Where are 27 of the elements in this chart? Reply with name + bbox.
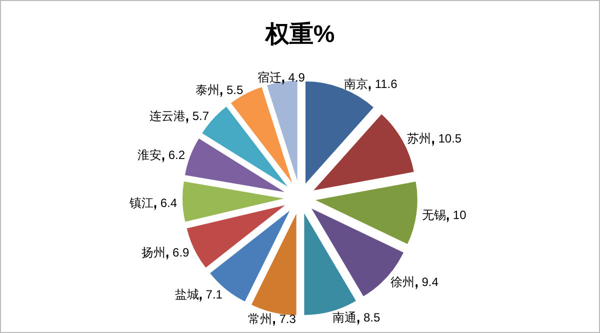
slice-label: 南通	[332, 310, 356, 325]
data-label: 8.5	[363, 310, 380, 325]
slice-label: 连云港	[149, 109, 186, 124]
slice-label: 扬州	[142, 245, 166, 260]
slice-label: 无锡	[422, 208, 446, 222]
data-label: 10	[452, 208, 467, 222]
slice-label: 淮安	[137, 148, 162, 162]
slice-label: 宿迁	[257, 70, 282, 84]
data-label: 6.9	[172, 245, 190, 260]
slice-label: 镇江	[128, 196, 154, 210]
slice-label: 泰州	[195, 82, 220, 97]
data-label: 9.4	[422, 275, 439, 290]
slice-label: 徐州	[390, 275, 415, 290]
data-label: 6.4	[160, 196, 178, 210]
data-label: 7.3	[279, 312, 296, 326]
data-label: 5.5	[226, 82, 244, 97]
chart-title: 权重%	[264, 21, 335, 48]
slice-label: 苏州	[407, 132, 432, 146]
data-label: 5.7	[192, 109, 210, 124]
data-label: 11.6	[374, 77, 398, 92]
data-label: 10.5	[438, 132, 462, 146]
slice-label: 南京	[344, 77, 368, 92]
slice-label: 常州	[248, 312, 272, 326]
data-label: 4.9	[288, 70, 306, 84]
data-label: 6.2	[168, 148, 186, 162]
data-label: 7.1	[206, 288, 223, 302]
slice-label: 盐城	[174, 288, 199, 302]
